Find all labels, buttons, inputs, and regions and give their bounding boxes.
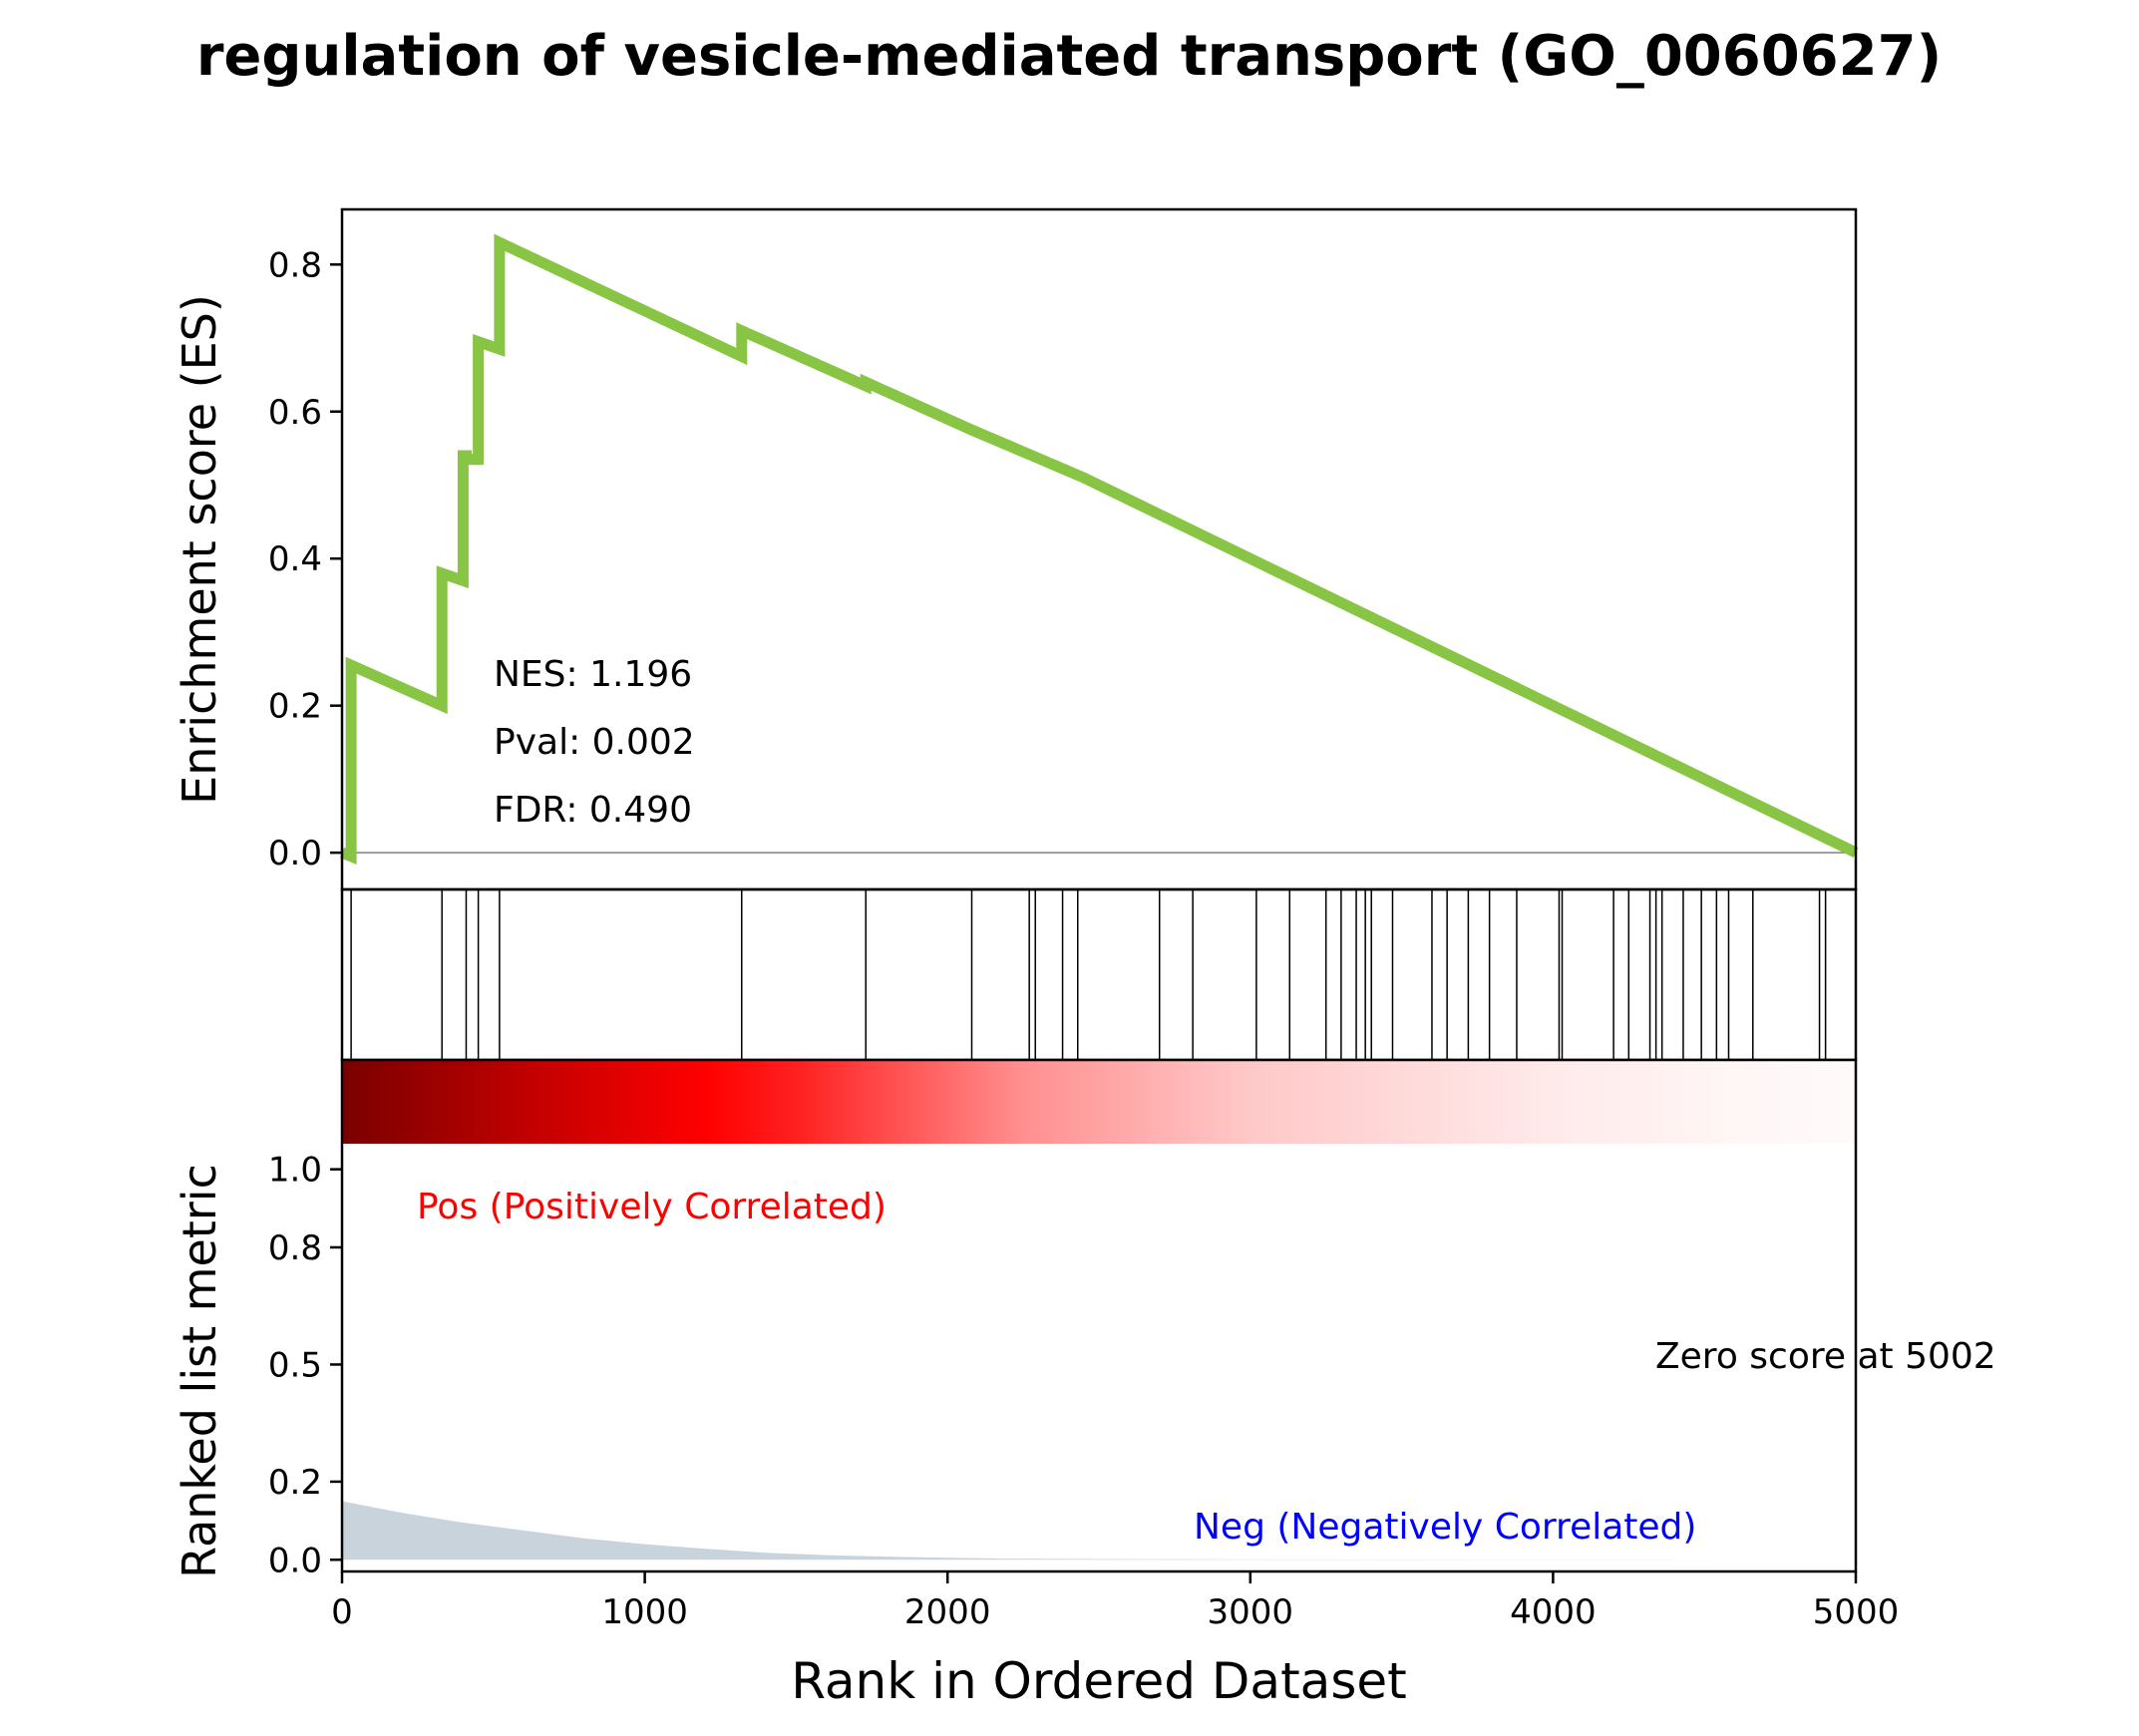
- ranked-metric-area: [342, 1501, 1856, 1561]
- metric-panel: 0.0 0.2 0.5 0.8 1.0 Ranked list metric Pos (…: [173, 1058, 1996, 1580]
- correlation-heatmap: [343, 1061, 1855, 1144]
- pval-annotation: Pval: 0.002: [494, 722, 695, 763]
- fdr-annotation: FDR: 0.490: [494, 790, 692, 831]
- x-tick-label: 5000: [1813, 1592, 1900, 1632]
- x-axis: 0 1000 2000 3000 4000 5000: [331, 1571, 1899, 1632]
- x-tick-label: 0: [331, 1592, 353, 1632]
- es-y-tick-label: 0.8: [268, 245, 322, 285]
- x-tick-label: 2000: [904, 1592, 991, 1632]
- es-series-line: [339, 233, 1859, 865]
- metric-y-tick-label: 0.8: [268, 1228, 322, 1268]
- negative-correlation-label: Neg (Negatively Correlated): [1194, 1507, 1696, 1548]
- es-y-axis-label: Enrichment score (ES): [173, 294, 226, 805]
- es-y-axis: 0.0 0.2 0.4 0.6 0.8: [268, 245, 342, 873]
- zero-score-label: Zero score at 5002: [1655, 1336, 1996, 1377]
- metric-axes-frame: [340, 1058, 1858, 1573]
- nes-annotation: NES: 1.196: [494, 654, 692, 695]
- es-axes-frame: [340, 207, 1858, 891]
- es-y-tick-label: 0.2: [268, 687, 322, 727]
- hits-panel: [340, 887, 1858, 1062]
- metric-y-tick-label: 0.2: [268, 1463, 322, 1503]
- x-axis-label: Rank in Ordered Dataset: [791, 1652, 1406, 1710]
- x-tick-label: 4000: [1510, 1592, 1597, 1632]
- x-tick-label: 1000: [601, 1592, 688, 1632]
- es-y-tick-label: 0.6: [268, 393, 322, 433]
- es-y-tick-label: 0.0: [268, 834, 322, 873]
- x-tick-label: 3000: [1208, 1592, 1294, 1632]
- positive-correlation-label: Pos (Positively Correlated): [417, 1187, 887, 1227]
- metric-y-tick-label: 1.0: [268, 1151, 322, 1191]
- chart-title: regulation of vesicle-mediated transport…: [196, 24, 1942, 89]
- metric-y-axis-label: Ranked list metric: [173, 1164, 226, 1578]
- metric-y-axis: 0.0 0.2 0.5 0.8 1.0: [268, 1151, 342, 1580]
- metric-y-tick-label: 0.5: [268, 1345, 322, 1385]
- hit-lines: [350, 889, 1827, 1060]
- es-y-tick-label: 0.4: [268, 539, 322, 579]
- metric-y-tick-label: 0.0: [268, 1541, 322, 1580]
- es-panel: 0.0 0.2 0.4 0.6 0.8 Enrichment score (ES) NE…: [173, 207, 1859, 891]
